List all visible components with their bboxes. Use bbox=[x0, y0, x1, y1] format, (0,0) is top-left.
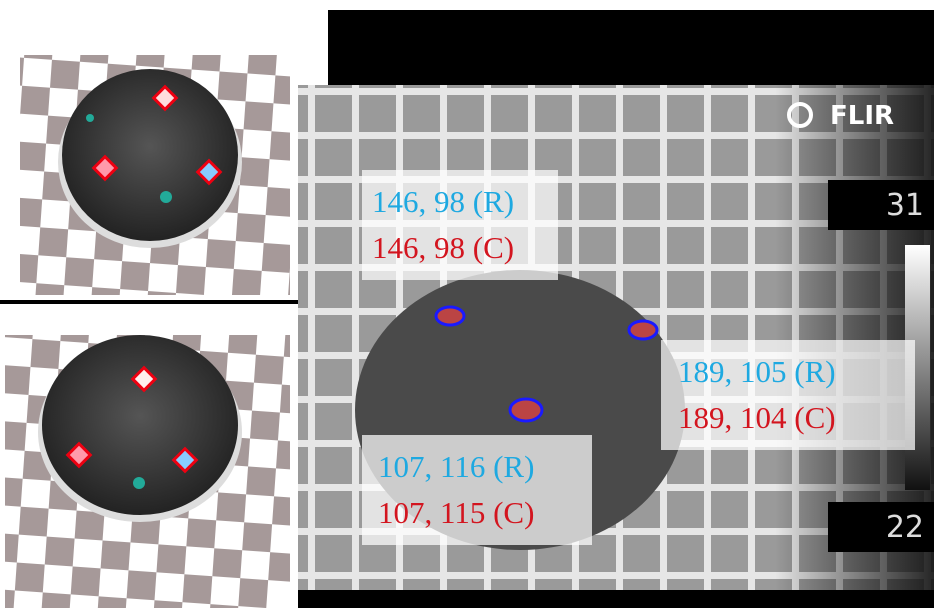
label-box: 189, 105 (R) 189, 104 (C) bbox=[661, 340, 915, 450]
label-r: 107, 116 (R) bbox=[378, 449, 534, 484]
label-box: 146, 98 (R) 146, 98 (C) bbox=[362, 170, 558, 280]
brand-logo: FLIR bbox=[830, 101, 894, 131]
scale-max: 31 bbox=[886, 188, 924, 223]
rgb-view-top bbox=[20, 55, 290, 295]
page: FLIR 31 22 146, 98 (R) 146, 98 (C) 189, … bbox=[0, 0, 934, 608]
figure: FLIR 31 22 146, 98 (R) 146, 98 (C) 189, … bbox=[0, 0, 934, 608]
divider bbox=[0, 300, 300, 304]
rgb-view-bottom bbox=[5, 335, 290, 608]
scale-min: 22 bbox=[886, 510, 924, 545]
label-r: 189, 105 (R) bbox=[678, 354, 836, 389]
label-r: 146, 98 (R) bbox=[372, 184, 514, 219]
label-c: 189, 104 (C) bbox=[678, 400, 836, 435]
label-box: 107, 116 (R) 107, 115 (C) bbox=[362, 435, 592, 545]
label-c: 146, 98 (C) bbox=[372, 230, 514, 265]
label-c: 107, 115 (C) bbox=[378, 495, 534, 530]
